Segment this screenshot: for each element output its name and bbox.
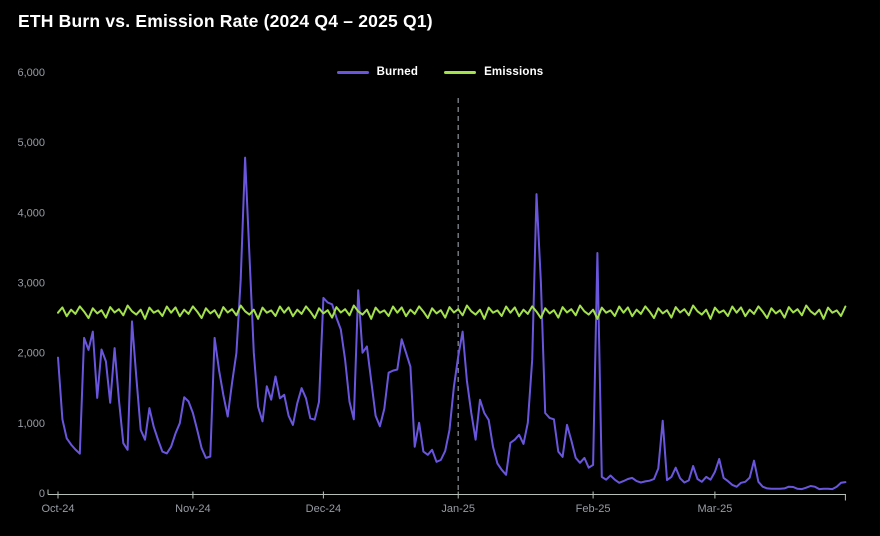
series-line-emissions xyxy=(57,304,847,320)
legend-item-emissions: Emissions xyxy=(444,66,543,78)
x-axis-tick-label: Dec-24 xyxy=(306,503,341,515)
x-axis-tick-label: Nov-24 xyxy=(175,503,210,515)
legend-item-burned: Burned xyxy=(336,66,419,78)
x-axis-tick-label: Jan-25 xyxy=(441,503,475,515)
legend-label-emissions: Emissions xyxy=(484,66,544,78)
burned-line-swatch-icon xyxy=(336,70,369,74)
y-axis-tick-label: 2,000 xyxy=(17,348,45,360)
series-line-burned xyxy=(57,156,847,491)
y-axis-tick-label: 1,000 xyxy=(17,418,45,430)
y-axis-tick-label: 5,000 xyxy=(17,137,45,149)
x-axis-tick-label: Mar-25 xyxy=(697,503,732,515)
x-axis-tick-label: Feb-25 xyxy=(576,503,611,515)
y-axis-tick-label: 6,000 xyxy=(17,67,45,79)
legend-label-burned: Burned xyxy=(376,66,419,78)
y-axis-tick-label: 3,000 xyxy=(17,278,45,290)
y-axis-tick-label: 4,000 xyxy=(17,207,45,219)
y-axis-tick-label: 0 xyxy=(39,488,45,500)
emissions-line-swatch-icon xyxy=(444,70,477,74)
chart-title: ETH Burn vs. Emission Rate (2024 Q4 – 20… xyxy=(18,11,433,31)
chart-legend: Burned Emissions xyxy=(0,66,880,78)
x-axis-tick-label: Oct-24 xyxy=(41,503,74,515)
